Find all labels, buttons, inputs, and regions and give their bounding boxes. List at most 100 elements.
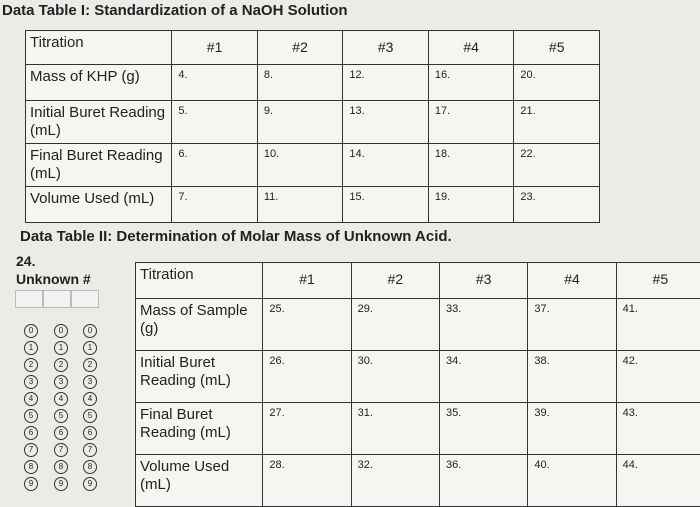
digit-bubble: 1: [24, 341, 38, 355]
cell-number: 38.: [527, 350, 617, 403]
column-header: #2: [350, 262, 441, 299]
cell-number: 44.: [615, 454, 700, 507]
cell-number: 16.: [427, 64, 515, 101]
column-header: #4: [427, 30, 515, 65]
cell-number: 17.: [427, 100, 515, 144]
digit-bubble: 4: [83, 392, 97, 406]
cell-number: 42.: [615, 350, 700, 403]
digit-bubble: 1: [54, 341, 68, 355]
digit-bubble: 6: [24, 426, 38, 440]
digit-bubble: 5: [24, 409, 38, 423]
digit-bubble: 8: [24, 460, 38, 474]
cell-number: 4.: [171, 64, 258, 101]
column-header: #4: [527, 262, 617, 299]
digit-bubble: 5: [54, 409, 68, 423]
cell-number: 14.: [342, 143, 429, 187]
digit-bubble: 6: [83, 426, 97, 440]
cell-number: 13.: [342, 100, 429, 144]
cell-number: 37.: [527, 298, 617, 351]
column-header: #1: [171, 30, 258, 65]
cell-number: 28.: [262, 454, 352, 507]
digit-bubble: 0: [54, 324, 68, 338]
cell-number: 10.: [256, 143, 344, 187]
data-row: Volume Used (mL) 7. 11. 15. 19. 23.: [24, 186, 600, 223]
digit-bubble: 2: [83, 358, 97, 372]
row-label: Final Buret Reading (mL): [24, 143, 173, 187]
cell-number: 11.: [256, 186, 344, 223]
header-row: Titration #1 #2 #3 #4 #5: [134, 262, 700, 299]
table1-title: Data Table I: Standardization of a NaOH …: [2, 2, 348, 19]
digit-bubble: 3: [83, 375, 97, 389]
digit-bubble: 7: [54, 443, 68, 457]
column-header: #1: [262, 262, 352, 299]
digit-bubble: 4: [54, 392, 68, 406]
digit-bubble: 3: [54, 375, 68, 389]
cell-number: 41.: [615, 298, 700, 351]
cell-number: 25.: [262, 298, 352, 351]
row-header-title: Titration: [134, 262, 264, 299]
digit-bubble: 7: [24, 443, 38, 457]
table1: Titration #1 #2 #3 #4 #5 Mass of KHP (g) 4. 8. 12…: [24, 30, 600, 223]
digit-bubble: 4: [24, 392, 38, 406]
row-header-title: Titration: [24, 30, 173, 65]
digit-box: [15, 290, 43, 308]
cell-number: 26.: [262, 350, 352, 403]
digit-bubble: 8: [54, 460, 68, 474]
digit-bubble: 0: [24, 324, 38, 338]
cell-number: 39.: [527, 402, 617, 455]
digit-bubble: 3: [24, 375, 38, 389]
column-header: #3: [342, 30, 429, 65]
cell-number: 32.: [350, 454, 441, 507]
digit-bubble: 2: [54, 358, 68, 372]
header-row: Titration #1 #2 #3 #4 #5: [24, 30, 600, 65]
digit-bubble: 5: [83, 409, 97, 423]
row-label: Mass of KHP (g): [24, 64, 173, 101]
cell-number: 36.: [438, 454, 529, 507]
cell-number: 33.: [438, 298, 529, 351]
column-header: #3: [438, 262, 529, 299]
cell-number: 12.: [342, 64, 429, 101]
digit-bubble: 8: [83, 460, 97, 474]
row-label: Final Buret Reading (mL): [134, 402, 264, 455]
table2-title: Data Table II: Determination of Molar Ma…: [20, 228, 452, 245]
row-label: Volume Used (mL): [24, 186, 173, 223]
digit-bubble: 9: [83, 477, 97, 491]
row-label: Initial Buret Reading (mL): [24, 100, 173, 144]
cell-number: 21.: [513, 100, 600, 144]
column-header: #5: [513, 30, 600, 65]
column-header: #2: [256, 30, 344, 65]
cell-number: 35.: [438, 402, 529, 455]
row-label: Initial Buret Reading (mL): [134, 350, 264, 403]
cell-number: 6.: [171, 143, 258, 187]
cell-number: 15.: [342, 186, 429, 223]
table2: Titration #1 #2 #3 #4 #5 Mass of Sample (g) 25.…: [134, 262, 700, 507]
cell-number: 5.: [171, 100, 258, 144]
digit-bubble: 0: [83, 324, 97, 338]
cell-number: 18.: [427, 143, 515, 187]
digit-bubble: 9: [54, 477, 68, 491]
cell-number: 7.: [171, 186, 258, 223]
data-row: Initial Buret Reading (mL) 5. 9. 13. 17. 21.: [24, 100, 600, 144]
digit-bubble: 1: [83, 341, 97, 355]
digit-bubble: 9: [24, 477, 38, 491]
cell-number: 22.: [513, 143, 600, 187]
cell-number: 29.: [350, 298, 441, 351]
cell-number: 9.: [256, 100, 344, 144]
digit-box: [71, 290, 99, 308]
cell-number: 8.: [256, 64, 344, 101]
row-label: Mass of Sample (g): [134, 298, 264, 351]
data-row: Initial Buret Reading (mL) 26. 30. 34. 38. 42…: [134, 350, 700, 403]
data-row: Volume Used (mL) 28. 32. 36. 40. 44.: [134, 454, 700, 507]
data-row: Mass of KHP (g) 4. 8. 12. 16. 20.: [24, 64, 600, 101]
cell-number: 31.: [350, 402, 441, 455]
unknown-label: Unknown #: [16, 271, 91, 287]
data-row: Mass of Sample (g) 25. 29. 33. 37. 41.: [134, 298, 700, 351]
digit-bubble: 2: [24, 358, 38, 372]
data-row: Final Buret Reading (mL) 27. 31. 35. 39. 43.: [134, 402, 700, 455]
digit-bubble: 6: [54, 426, 68, 440]
row-label: Volume Used (mL): [134, 454, 264, 507]
cell-number: 30.: [350, 350, 441, 403]
cell-number: 34.: [438, 350, 529, 403]
cell-number: 20.: [513, 64, 600, 101]
